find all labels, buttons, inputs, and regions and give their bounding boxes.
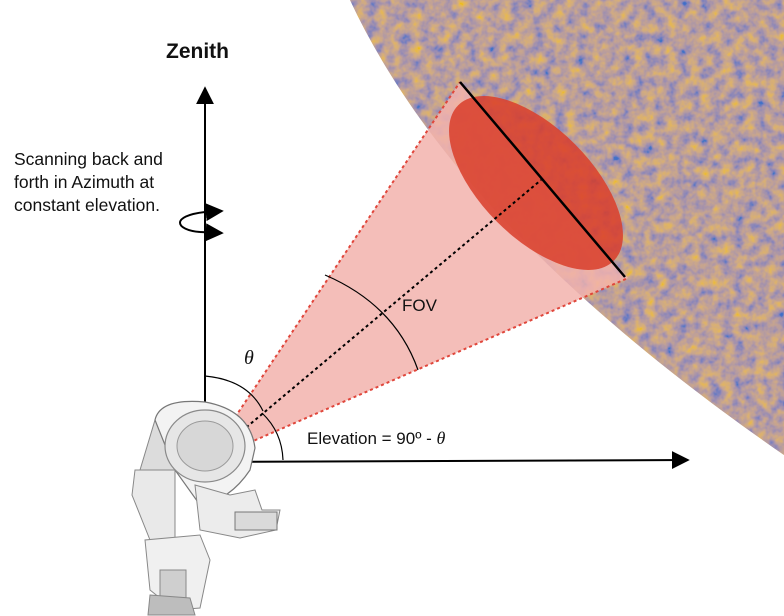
boresight-line: [204, 179, 542, 463]
theta-label: θ: [244, 347, 254, 369]
scanning-note-line: forth in Azimuth at: [14, 172, 155, 192]
azimuth-rotation-icon: [179, 203, 224, 242]
footprint-diameter: [459, 81, 626, 278]
elevation-label: Elevation = 90º - θ: [307, 428, 445, 449]
beam-edge-upper: [204, 81, 461, 463]
scanning-note: Scanning back and forth in Azimuth at co…: [14, 148, 204, 217]
scanning-note-line: Scanning back and: [14, 149, 163, 169]
elevation-label-theta: θ: [436, 428, 446, 448]
theta-arc: [204, 375, 264, 412]
beam-edge-lower: [204, 277, 629, 463]
elevation-arc: [261, 412, 284, 461]
fov-arc: [324, 274, 419, 371]
elevation-label-text: Elevation = 90º -: [307, 429, 437, 448]
horizon-axis: [204, 451, 690, 470]
telescope-illustration: [131, 400, 281, 616]
zenith-label: Zenith: [166, 40, 229, 63]
fov-label: FOV: [402, 296, 437, 315]
scanning-note-line: constant elevation.: [14, 195, 160, 215]
